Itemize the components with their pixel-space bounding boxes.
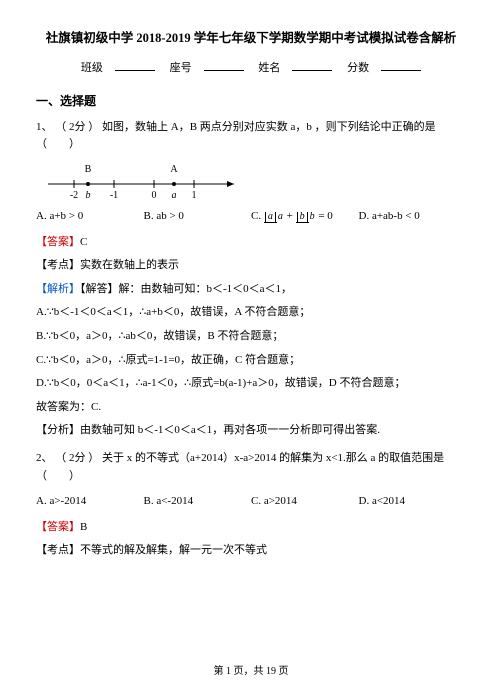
score-label: 分数 (347, 62, 369, 74)
q1-num: 1、 (36, 121, 53, 133)
q2-opt-b: B. a<-2014 (144, 491, 252, 513)
name-blank (292, 58, 332, 71)
q2-points: （ 2分 ） (55, 452, 99, 464)
q1-line-2: C.∵b＜0，a＞0，∴原式=1-1=0，故正确，C 符合题意； (36, 352, 466, 370)
score-blank (381, 58, 421, 71)
seat-blank (204, 58, 244, 71)
q2-answer-val: B (80, 521, 87, 533)
fx-label: 【分析】 (36, 424, 80, 436)
q1-line-0: A.∵b＜-1＜0＜a＜1，∴a+b＜0，故错误，A 不符合题意； (36, 304, 466, 322)
q2-kaodian: 【考点】不等式的解及解集，解一元一次不等式 (36, 542, 466, 560)
q1-opt-c: C. aa + bb = 0 (251, 206, 359, 228)
q1-opt-c-frac1: aa (264, 212, 284, 222)
q1-points: （ 2分 ） (55, 121, 99, 133)
header-row: 班级 座号 姓名 分数 (36, 58, 466, 78)
name-label: 姓名 (258, 62, 280, 74)
q2-kd-label: 【考点】 (36, 544, 80, 556)
q1-jiexi-lead: 【解析】【解答】解：由数轴可知：b＜-1＜0＜a＜1， (36, 281, 466, 299)
q1-options: A. a+b > 0 B. ab > 0 C. aa + bb = 0 D. a… (36, 206, 466, 228)
svg-text:a: a (172, 190, 177, 201)
section-1-heading: 一、选择题 (36, 92, 466, 111)
q2-stem: 2、 （ 2分 ） 关于 x 的不等式（a+2014）x-a>2014 的解集为… (36, 450, 466, 485)
class-blank (115, 58, 155, 71)
q1-jx-lead: 【解答】解：由数轴可知：b＜-1＜0＜a＜1， (80, 283, 292, 295)
svg-text:-2: -2 (70, 190, 78, 201)
q1-opt-c-prefix: C. (251, 210, 261, 222)
q2-opt-a: A. a>-2014 (36, 491, 144, 513)
svg-text:1: 1 (192, 190, 197, 201)
svg-text:b: b (86, 190, 91, 201)
q1-answer-val: C (80, 236, 87, 248)
numline-A: A (170, 164, 178, 175)
svg-text:0: 0 (152, 190, 157, 201)
q1-opt-b: B. ab > 0 (144, 206, 252, 228)
q1-kaodian: 【考点】实数在数轴上的表示 (36, 257, 466, 275)
q1-fenxi: 【分析】由数轴可知 b＜-1＜0＜a＜1，再对各项一一分析即可得出答案. (36, 422, 466, 440)
seat-label: 座号 (170, 62, 192, 74)
class-label: 班级 (81, 62, 103, 74)
q2-answer-label: 【答案】 (36, 521, 80, 533)
q2-num: 2、 (36, 452, 53, 464)
q1-line-1: B.∵b＜0，a＞0，∴ab＜0，故错误，B 不符合题意； (36, 328, 466, 346)
q1-stem: 1、 （ 2分 ） 如图，数轴上 A，B 两点分别对应实数 a，b ，则下列结论… (36, 119, 466, 154)
page-footer: 第 1 页，共 19 页 (0, 664, 502, 680)
numline-B: B (85, 164, 92, 175)
kd-label: 【考点】 (36, 259, 80, 271)
q1-opt-a: A. a+b > 0 (36, 206, 144, 228)
page: 社旗镇初级中学 2018-2019 学年七年级下学期数学期中考试模拟试卷含解析 … (0, 0, 502, 694)
q2-kd: 不等式的解及解集，解一元一次不等式 (80, 544, 267, 556)
q2-answer: 【答案】B (36, 519, 466, 537)
q1-line-3: D.∵b＜0，0＜a＜1，∴a-1＜0，∴原式=b(a-1)+a＞0，故错误，D… (36, 375, 466, 393)
jx-label: 【解析】 (36, 283, 80, 295)
svg-text:-1: -1 (110, 190, 118, 201)
q2-opt-d: D. a<2014 (359, 491, 467, 513)
q2-options: A. a>-2014 B. a<-2014 C. a>2014 D. a<201… (36, 491, 466, 513)
q1-fx: 由数轴可知 b＜-1＜0＜a＜1，再对各项一一分析即可得出答案. (80, 424, 380, 436)
doc-title: 社旗镇初级中学 2018-2019 学年七年级下学期数学期中考试模拟试卷含解析 (36, 28, 466, 48)
q1-opt-d: D. a+ab-b < 0 (359, 206, 467, 228)
number-line: B A -2 b -1 0 a 1 (44, 160, 244, 202)
q1-opt-c-frac2: bb (296, 212, 316, 222)
q2-opt-c: C. a>2014 (251, 491, 359, 513)
answer-label: 【答案】 (36, 236, 80, 248)
q1-kd: 实数在数轴上的表示 (80, 259, 179, 271)
q1-line-4: 故答案为：C. (36, 399, 466, 417)
q1-answer: 【答案】C (36, 234, 466, 252)
q1-opt-c-eq: = 0 (318, 210, 332, 222)
